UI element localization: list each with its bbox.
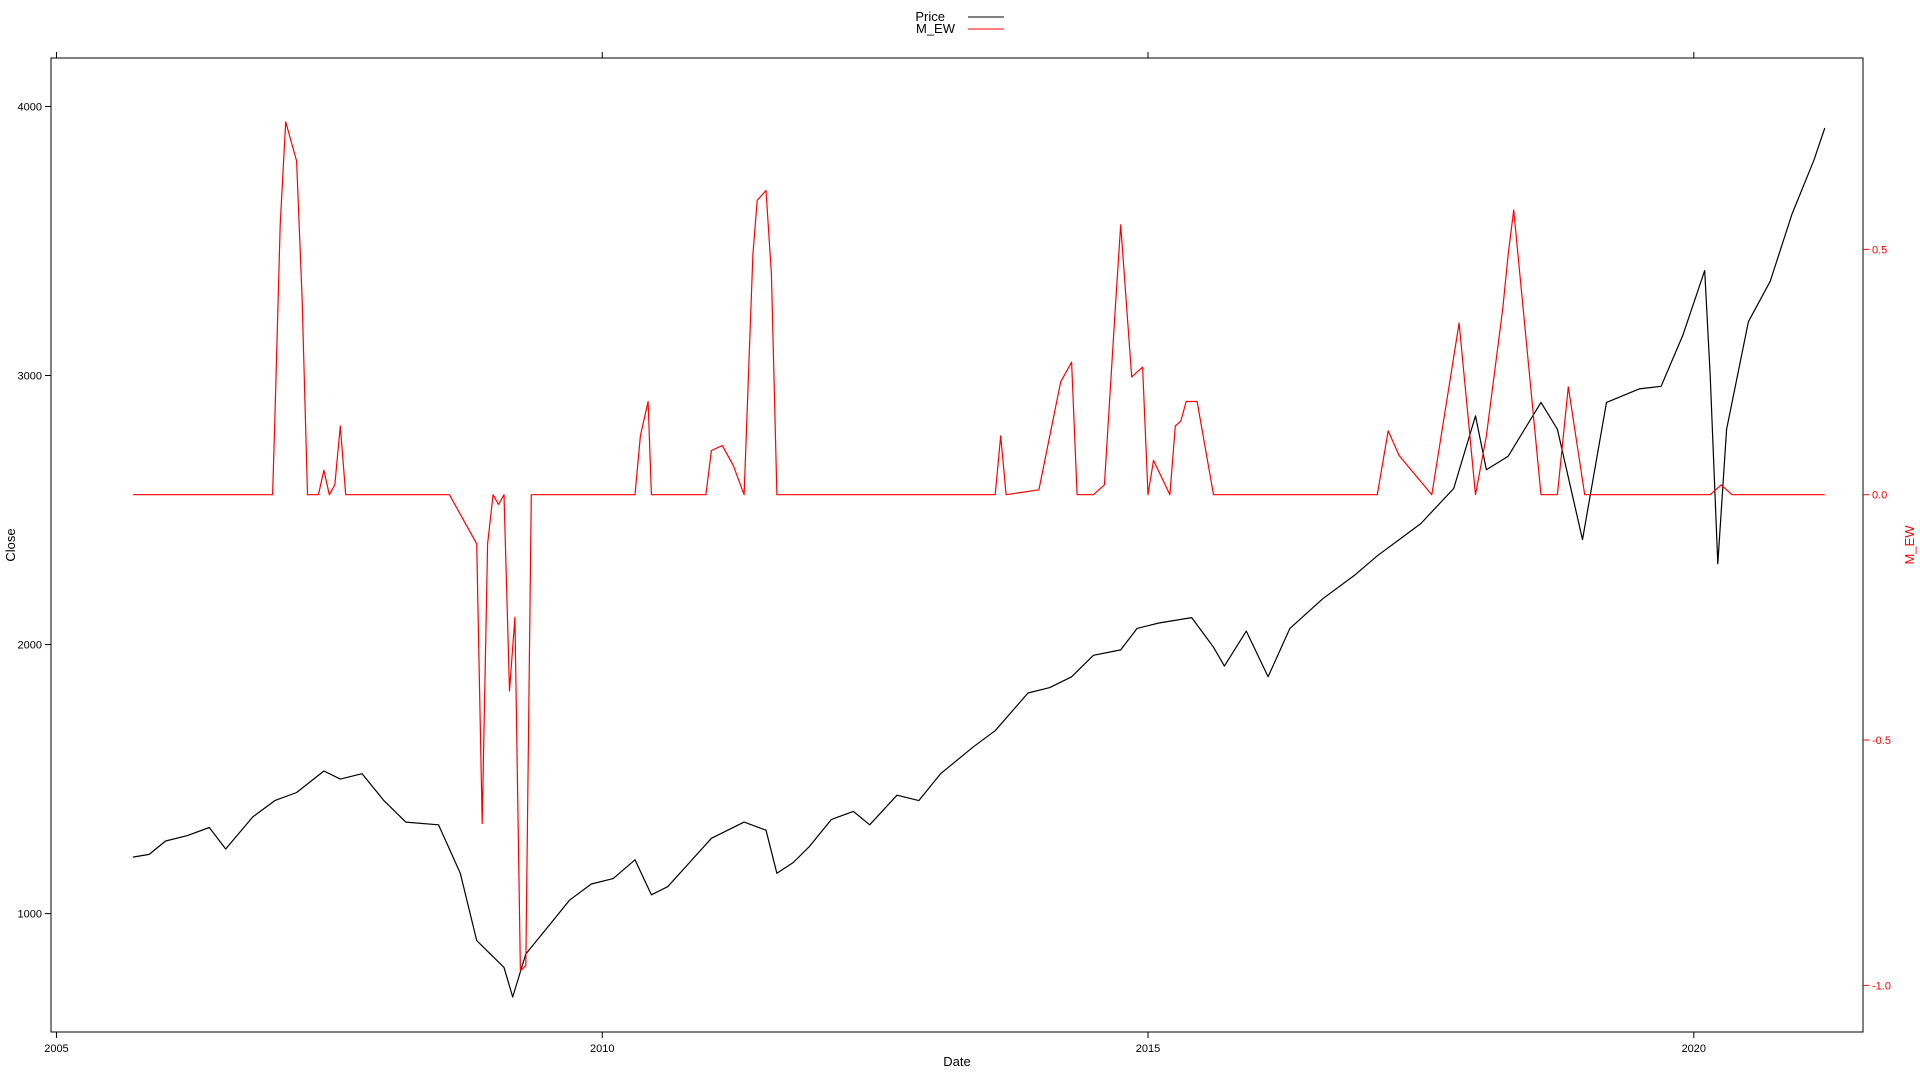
y-axis-left: 1000 2000 3000 4000 — [18, 101, 51, 921]
plot-area-border — [50, 57, 1864, 1033]
legend: Price M_EW — [915, 9, 1004, 36]
y-left-tick-label: 4000 — [18, 101, 42, 113]
y-right-tick-label: 0.0 — [1872, 490, 1887, 502]
plot-frame — [50, 57, 1864, 1033]
x-axis-title: Date — [943, 1054, 970, 1069]
y-axis-left-title: Close — [3, 528, 18, 561]
y-axis-right: -1.0 -0.5 0.0 0.5 — [1863, 244, 1891, 992]
x-tick-label: 2020 — [1682, 1043, 1706, 1055]
y-right-tick-label: 0.5 — [1872, 244, 1887, 256]
y-right-tick-label: -0.5 — [1872, 735, 1891, 747]
y-left-tick-label: 3000 — [18, 370, 42, 382]
series-layer — [132, 121, 1826, 998]
y-axis-right-title: M_EW — [1902, 525, 1917, 565]
series-line-price — [132, 127, 1826, 998]
series-line-m-ew — [132, 121, 1825, 972]
legend-label-price: Price — [915, 9, 945, 24]
x-axis: 2005 2010 2015 2020 — [44, 52, 1706, 1055]
y-left-tick-label: 2000 — [18, 640, 42, 652]
x-tick-label: 2005 — [44, 1043, 68, 1055]
y-right-tick-label: -1.0 — [1872, 980, 1891, 992]
legend-label-m-ew: M_EW — [916, 21, 956, 36]
x-tick-label: 2015 — [1136, 1043, 1160, 1055]
y-left-tick-label: 1000 — [18, 909, 42, 921]
x-tick-label: 2010 — [590, 1043, 614, 1055]
